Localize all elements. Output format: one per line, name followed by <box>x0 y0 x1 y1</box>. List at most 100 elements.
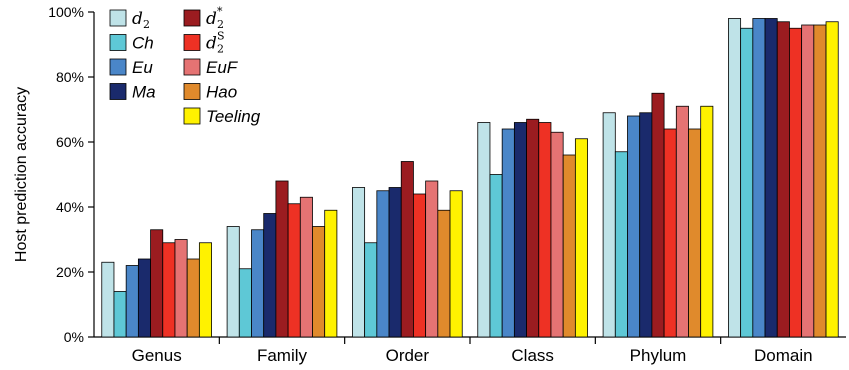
legend-label: Eu <box>132 58 153 77</box>
bar-d2-family <box>226 226 240 338</box>
bar-d2star-phylum <box>651 92 665 338</box>
x-category-label: Class <box>511 346 554 365</box>
legend-item: Ch <box>109 34 154 53</box>
legend-swatch <box>109 9 127 27</box>
bar-ch-phylum <box>614 151 628 338</box>
legend-item: Ma <box>109 83 156 102</box>
legend-swatch <box>183 107 201 125</box>
legend-item: Eu <box>109 58 153 77</box>
bar-d2star-order <box>400 161 414 338</box>
legend-swatch <box>183 34 201 51</box>
legend-label: Ma <box>132 83 156 102</box>
x-category-label: Domain <box>754 346 813 365</box>
bar-d2-phylum <box>602 112 616 338</box>
bar-ma-phylum <box>639 112 653 338</box>
bar-teeling-family <box>324 209 338 338</box>
bar-ma-order <box>388 187 402 338</box>
bar-hao-genus <box>186 258 200 338</box>
legend-label: Ch <box>132 34 154 53</box>
bar-d2star-domain <box>776 21 790 338</box>
legend-label-subscript: 2 <box>143 18 150 31</box>
bar-teeling-genus <box>198 242 212 338</box>
bar-teeling-domain <box>825 21 839 338</box>
y-axis-label: Host prediction accuracy <box>13 87 30 262</box>
x-category-label: Order <box>386 346 430 365</box>
legend-swatch <box>183 83 201 100</box>
bar-euf-phylum <box>675 105 689 338</box>
bar-d2s-order <box>413 193 427 338</box>
bar-teeling-phylum <box>700 105 714 338</box>
legend-swatch <box>109 83 127 100</box>
bar-ma-class <box>513 122 527 338</box>
bar-teeling-order <box>449 190 463 338</box>
legend-label: d <box>132 9 143 29</box>
bar-hao-phylum <box>688 128 702 338</box>
bar-euf-order <box>425 180 439 338</box>
legend-label: EuF <box>206 58 239 77</box>
bar-d2s-phylum <box>663 128 677 338</box>
bar-d2-genus <box>101 261 115 338</box>
x-category-label: Genus <box>132 346 182 365</box>
y-tick-label: 100% <box>48 4 84 20</box>
bar-ch-domain <box>740 27 754 338</box>
bar-ma-genus <box>137 258 151 338</box>
y-tick-label: 60% <box>56 134 84 150</box>
legend-item: d S2 <box>183 30 225 56</box>
legend-label-subscript: 2 <box>217 18 224 31</box>
bar-eu-domain <box>752 18 766 338</box>
bar-euf-class <box>550 131 564 338</box>
legend-swatch <box>183 9 201 27</box>
bar-euf-family <box>299 196 313 338</box>
bar-eu-class <box>501 128 515 338</box>
x-category-label: Family <box>257 346 308 365</box>
bar-d2star-family <box>275 180 289 338</box>
bar-d2-order <box>352 187 366 338</box>
legend-swatch <box>109 58 127 76</box>
legend-item: EuF <box>183 58 239 77</box>
bar-hao-class <box>562 154 576 338</box>
bar-d2s-domain <box>789 27 803 338</box>
bar-teeling-class <box>574 138 588 338</box>
x-category-label: Phylum <box>630 346 687 365</box>
legend-item: Hao <box>183 83 237 102</box>
legend-item: Teeling <box>183 107 261 126</box>
bar-ch-class <box>489 174 503 338</box>
y-tick-label: 40% <box>56 199 84 215</box>
bar-d2s-class <box>538 122 552 338</box>
legend-label-superscript: S <box>217 30 225 43</box>
legend-label: d <box>206 34 217 54</box>
bar-d2star-genus <box>150 229 164 338</box>
bar-ma-family <box>263 213 277 338</box>
bar-eu-genus <box>125 265 139 338</box>
legend-label-superscript: * <box>217 5 223 18</box>
bar-eu-family <box>251 229 265 338</box>
bar-hao-family <box>312 226 326 338</box>
bar-d2star-class <box>526 118 540 338</box>
bars <box>101 18 839 338</box>
bar-hao-domain <box>813 24 827 338</box>
bar-ch-genus <box>113 291 127 338</box>
legend-label: Teeling <box>206 107 261 126</box>
bar-d2s-family <box>287 203 301 338</box>
bar-ch-family <box>238 268 252 338</box>
legend-swatch <box>109 34 127 51</box>
bar-d2-domain <box>728 18 742 338</box>
bar-d2s-genus <box>162 242 176 338</box>
bar-d2-class <box>477 122 491 338</box>
legend-swatch <box>183 58 201 76</box>
y-tick-label: 20% <box>56 264 84 280</box>
bar-eu-phylum <box>627 115 641 338</box>
bar-hao-order <box>437 209 451 338</box>
bar-ma-domain <box>764 18 778 338</box>
legend-item: d *2 <box>183 5 224 31</box>
legend-label-subscript: 2 <box>217 43 224 56</box>
bar-ch-order <box>364 242 378 338</box>
bar-eu-order <box>376 190 390 338</box>
y-tick-label: 0% <box>64 329 84 345</box>
bar-euf-genus <box>174 239 188 338</box>
bar-euf-domain <box>801 24 815 338</box>
legend-label: Hao <box>206 83 237 102</box>
